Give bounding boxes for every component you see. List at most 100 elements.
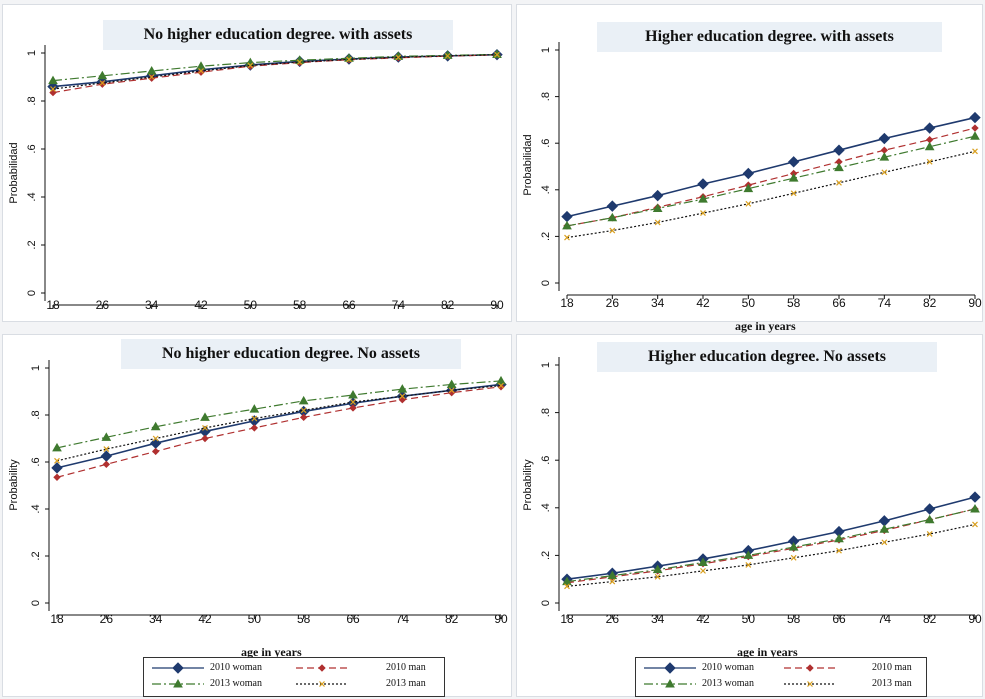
data-point bbox=[202, 425, 208, 431]
chart-3-xlabel: age in years bbox=[241, 645, 302, 659]
data-point bbox=[879, 152, 890, 161]
x-tick-label: 82 bbox=[923, 612, 937, 626]
data-point bbox=[972, 521, 978, 528]
y-tick-label: .2 bbox=[30, 551, 42, 560]
data-point bbox=[836, 547, 842, 554]
data-point bbox=[200, 412, 210, 421]
legend-item: 2010 man bbox=[294, 662, 439, 674]
chart-3-title: No higher education degree. No assets bbox=[121, 339, 461, 369]
y-tick-label: .6 bbox=[26, 144, 38, 153]
data-point bbox=[652, 564, 663, 574]
data-point bbox=[698, 557, 708, 567]
series-line bbox=[566, 135, 976, 227]
axes: 0 .2 .4 .6 .8 1 18 26 34 42 50 58 66 74 82 90 Probabilit… bbox=[522, 357, 982, 626]
data-point bbox=[790, 554, 797, 561]
data-point bbox=[564, 234, 570, 241]
data-point bbox=[395, 54, 402, 61]
data-point bbox=[564, 583, 570, 590]
axes: 0 .2 .4 .6 .8 1 18 26 34 42 50 58 66 74 82 90 Probabilid… bbox=[8, 45, 504, 312]
legend-label: 2010 man bbox=[872, 662, 912, 673]
chart-1-svg: 0 .2 .4 .6 .8 1 18 26 34 42 50 58 66 74 82 90 Probabilid… bbox=[8, 45, 504, 312]
legend-marker bbox=[664, 662, 676, 674]
data-point bbox=[972, 148, 978, 155]
legend-swatch-m2013 bbox=[296, 681, 348, 687]
data-point bbox=[881, 169, 888, 176]
data-point bbox=[609, 227, 616, 234]
chart-panel-1: 0 .2 .4 .6 .8 1 18 26 34 42 50 58 66 74 82 90 Probabilid… bbox=[2, 4, 512, 322]
data-point bbox=[50, 86, 56, 92]
y-tick-label: 1 bbox=[540, 47, 552, 53]
x-tick-label: 26 bbox=[606, 296, 620, 310]
y-tick-label: .2 bbox=[540, 551, 552, 560]
x-tick-label: 58 bbox=[787, 296, 801, 310]
data-point bbox=[654, 219, 661, 226]
legend-item: 2013 man bbox=[782, 678, 922, 690]
data-point bbox=[103, 446, 110, 452]
y-tick-label: .6 bbox=[540, 456, 552, 465]
x-tick-label: 82 bbox=[923, 296, 937, 310]
data-point bbox=[881, 539, 888, 546]
legend-item: 2010 woman bbox=[150, 662, 290, 674]
x-tick-label: 18 bbox=[50, 612, 64, 626]
data-point bbox=[100, 450, 113, 462]
data-point bbox=[924, 141, 935, 151]
data-point bbox=[834, 533, 844, 543]
legend-marker bbox=[172, 662, 184, 674]
x-tick-label: 26 bbox=[96, 298, 110, 312]
data-point bbox=[745, 561, 752, 568]
series-line bbox=[56, 383, 502, 469]
series-w2013 bbox=[48, 49, 502, 85]
x-tick-label: 42 bbox=[198, 612, 212, 626]
series-m2013 bbox=[564, 521, 978, 590]
legend-swatch-w2013 bbox=[644, 678, 696, 688]
series-m2013 bbox=[564, 148, 978, 241]
data-point bbox=[698, 194, 708, 203]
y-tick-label: .4 bbox=[30, 504, 42, 513]
legend-swatch-w2010 bbox=[152, 662, 204, 674]
series-line bbox=[566, 150, 976, 239]
data-point bbox=[606, 200, 619, 212]
data-point bbox=[562, 220, 572, 230]
chart-4-svg: 0 .2 .4 .6 .8 1 18 26 34 42 50 58 66 74 82 90 Probabilit… bbox=[522, 357, 982, 626]
data-point bbox=[607, 570, 618, 580]
y-tick-label: .8 bbox=[540, 92, 552, 101]
chart-2-title: Higher education degree. with assets bbox=[597, 22, 942, 52]
data-point bbox=[148, 74, 155, 80]
data-point bbox=[300, 407, 307, 414]
legend-marker bbox=[807, 681, 813, 687]
data-point bbox=[926, 531, 933, 537]
data-point bbox=[251, 415, 258, 422]
data-point bbox=[397, 384, 408, 393]
data-point bbox=[99, 80, 106, 86]
data-point bbox=[446, 379, 457, 388]
data-point bbox=[923, 122, 936, 134]
series-w2010 bbox=[51, 378, 507, 474]
legend-label: 2013 man bbox=[386, 678, 426, 689]
data-point bbox=[788, 173, 799, 182]
data-point bbox=[923, 503, 936, 515]
x-tick-label: 74 bbox=[878, 296, 892, 310]
data-point bbox=[924, 514, 935, 524]
y-tick-label: 1 bbox=[540, 362, 552, 368]
data-point bbox=[442, 50, 453, 59]
y-tick-label: 0 bbox=[540, 280, 552, 286]
data-point bbox=[878, 132, 891, 145]
chart-panel-2: 0 .2 .4 .6 .8 1 18 26 34 42 50 58 66 74 82 90 Probabilid… bbox=[516, 4, 983, 333]
data-point bbox=[970, 503, 980, 513]
y-axis-label: Probabilidad bbox=[522, 134, 534, 195]
x-tick-label: 42 bbox=[696, 612, 710, 626]
x-tick-label: 34 bbox=[145, 298, 159, 312]
legend-swatch-m2010 bbox=[296, 664, 348, 672]
x-tick-label: 50 bbox=[742, 296, 756, 310]
x-tick-label: 34 bbox=[651, 296, 665, 310]
x-tick-label: 34 bbox=[149, 612, 163, 626]
legend-1: 2010 woman 2010 man 2013 woman 2013 man bbox=[143, 657, 445, 697]
legend-marker bbox=[806, 664, 814, 672]
chart-4-xlabel: age in years bbox=[737, 645, 798, 659]
x-tick-label: 42 bbox=[194, 298, 208, 312]
series-line bbox=[566, 523, 976, 587]
data-point bbox=[742, 167, 755, 180]
data-point bbox=[444, 52, 451, 59]
data-point bbox=[53, 473, 61, 481]
x-tick-label: 18 bbox=[560, 612, 574, 626]
